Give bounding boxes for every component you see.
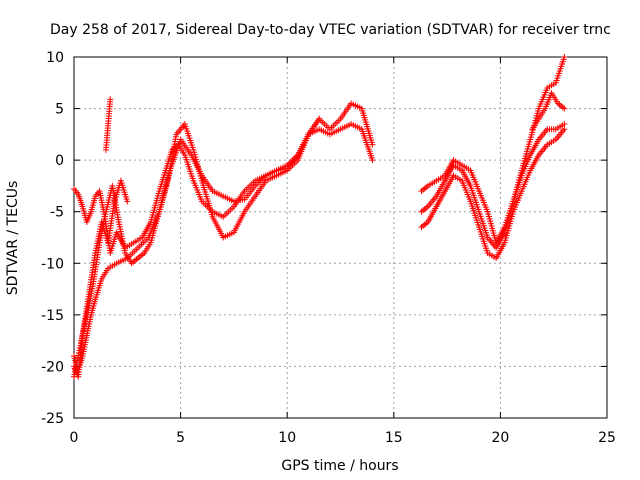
x-tick-label: 0: [70, 430, 79, 446]
x-tick-label: 10: [278, 430, 296, 446]
x-axis-label: GPS time / hours: [281, 458, 398, 474]
x-tick-label: 5: [176, 430, 185, 446]
plot-frame: [73, 56, 608, 419]
axis-ticks: [73, 56, 608, 419]
y-axis-label: SDTVAR / TECUs: [5, 181, 21, 296]
x-tick-label: 20: [491, 430, 509, 446]
y-tick-label: 0: [55, 153, 64, 169]
grid-lines: [74, 57, 607, 418]
data-point: [561, 121, 568, 128]
y-tick-label: 5: [55, 102, 64, 118]
data-point: [561, 105, 568, 112]
data-points: [71, 54, 568, 380]
y-tick-label: 10: [46, 50, 64, 66]
data-point: [369, 157, 376, 164]
y-tick-label: -20: [41, 359, 64, 375]
y-tick-label: -25: [41, 411, 64, 427]
data-point: [316, 115, 323, 122]
x-tick-label: 25: [598, 430, 616, 446]
y-tick-labels: -25 -20 -15 -10 -5 0 5 10: [41, 50, 64, 427]
y-tick-label: -5: [50, 205, 64, 221]
x-tick-labels: 0 5 10 15 20 25: [70, 430, 616, 446]
data-point: [124, 198, 131, 205]
data-point: [561, 54, 568, 60]
y-tick-label: -10: [41, 256, 64, 272]
y-tick-label: -15: [41, 308, 64, 324]
data-point: [561, 126, 568, 133]
chart-title: Day 258 of 2017, Sidereal Day-to-day VTE…: [50, 22, 611, 38]
x-tick-label: 15: [385, 430, 403, 446]
data-point: [102, 146, 109, 153]
data-point: [369, 141, 376, 148]
